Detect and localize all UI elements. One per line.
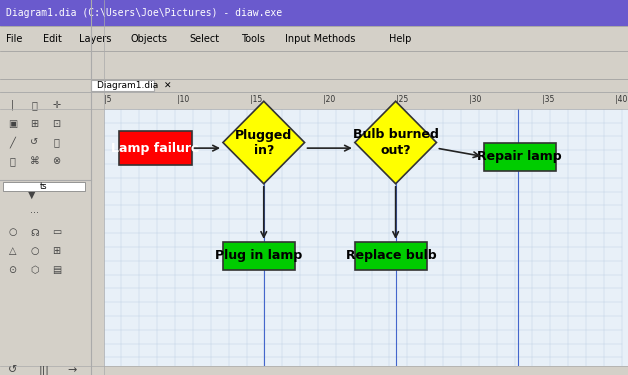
Text: |40: |40 — [615, 95, 628, 104]
Text: ⊙: ⊙ — [9, 265, 16, 275]
FancyBboxPatch shape — [484, 142, 556, 171]
Polygon shape — [355, 101, 436, 184]
FancyBboxPatch shape — [0, 0, 628, 26]
FancyBboxPatch shape — [3, 182, 85, 191]
Text: Bulb burned
out?: Bulb burned out? — [353, 129, 438, 156]
Text: |30: |30 — [469, 95, 482, 104]
Text: Plug in lamp: Plug in lamp — [215, 249, 303, 262]
Text: ✛: ✛ — [53, 100, 60, 110]
FancyBboxPatch shape — [223, 242, 295, 270]
FancyBboxPatch shape — [355, 242, 427, 270]
Text: Replace bulb: Replace bulb — [345, 249, 436, 262]
Text: ▭: ▭ — [52, 228, 61, 237]
FancyBboxPatch shape — [0, 26, 628, 51]
FancyBboxPatch shape — [91, 366, 628, 375]
Text: ts: ts — [40, 182, 48, 191]
FancyBboxPatch shape — [91, 109, 104, 375]
Text: Lamp failure: Lamp failure — [111, 142, 200, 154]
Text: Help: Help — [389, 34, 412, 44]
Text: ⌒: ⌒ — [53, 138, 60, 147]
Text: Objects: Objects — [131, 34, 168, 44]
Text: ⊗: ⊗ — [53, 156, 60, 166]
Text: |10: |10 — [176, 95, 189, 104]
Text: ▤: ▤ — [52, 265, 61, 275]
Text: |35: |35 — [543, 95, 555, 104]
Text: ...: ... — [30, 205, 39, 215]
Text: ╱: ╱ — [9, 136, 16, 148]
Text: Edit: Edit — [43, 34, 62, 44]
Text: ○: ○ — [8, 228, 17, 237]
Text: |15: |15 — [250, 95, 262, 104]
Text: |20: |20 — [323, 95, 335, 104]
FancyBboxPatch shape — [119, 131, 192, 165]
FancyBboxPatch shape — [0, 92, 91, 375]
FancyBboxPatch shape — [0, 51, 628, 79]
Text: Plugged
in?: Plugged in? — [235, 129, 293, 156]
Text: Select: Select — [190, 34, 220, 44]
Text: △: △ — [9, 246, 16, 256]
Text: ↺: ↺ — [8, 366, 17, 375]
Text: ⊞: ⊞ — [53, 246, 60, 256]
Text: Input Methods: Input Methods — [285, 34, 355, 44]
Text: |: | — [11, 100, 14, 110]
Text: ⊡: ⊡ — [53, 119, 60, 129]
Text: →: → — [68, 366, 77, 375]
Text: ▼: ▼ — [28, 190, 35, 200]
Text: ☊: ☊ — [30, 228, 39, 237]
Text: ⌘: ⌘ — [30, 156, 40, 166]
Text: Diagram1.dia  ✕: Diagram1.dia ✕ — [97, 81, 172, 90]
FancyBboxPatch shape — [91, 79, 628, 92]
Text: File: File — [6, 34, 23, 44]
Text: |5: |5 — [104, 95, 111, 104]
Text: ⬡: ⬡ — [30, 265, 39, 275]
Text: ○: ○ — [30, 246, 39, 256]
Text: ▣: ▣ — [8, 119, 17, 129]
Text: Repair lamp: Repair lamp — [477, 150, 562, 163]
Text: 🔍: 🔍 — [31, 100, 38, 110]
FancyBboxPatch shape — [91, 92, 628, 109]
Text: Layers: Layers — [79, 34, 112, 44]
Text: Tools: Tools — [241, 34, 265, 44]
Polygon shape — [223, 101, 305, 184]
FancyBboxPatch shape — [91, 92, 628, 375]
FancyBboxPatch shape — [91, 80, 154, 91]
Text: ⌒: ⌒ — [9, 156, 16, 166]
Text: ↺: ↺ — [31, 138, 38, 147]
Text: |||: ||| — [38, 365, 50, 375]
Text: Diagram1.dia (C:\Users\Joe\Pictures) - diaw.exe: Diagram1.dia (C:\Users\Joe\Pictures) - d… — [6, 8, 283, 18]
Text: |25: |25 — [396, 95, 408, 104]
Text: ⊞: ⊞ — [31, 119, 38, 129]
